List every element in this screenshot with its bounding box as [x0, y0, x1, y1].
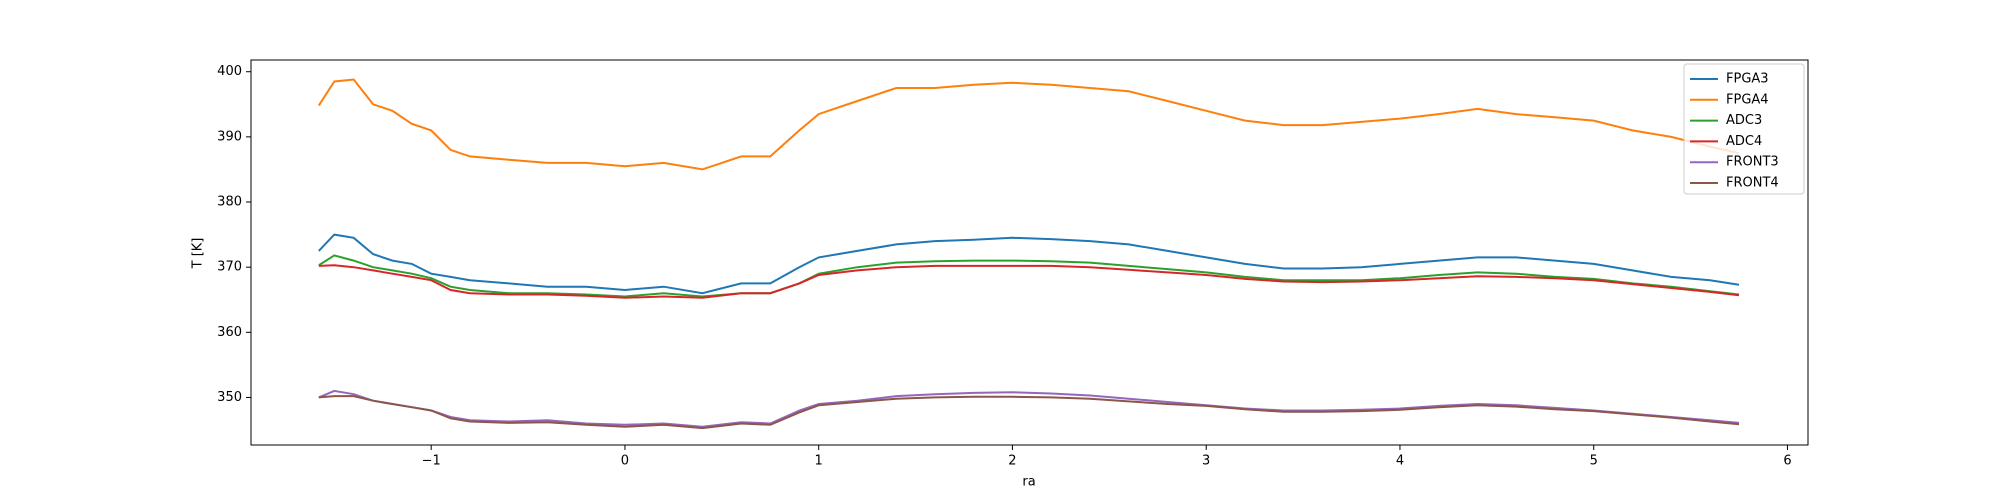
x-axis-label: ra — [1022, 475, 1035, 490]
series-line — [318, 264, 1740, 299]
series-line — [317, 78, 1740, 171]
legend-label: FPGA4 — [1726, 92, 1769, 107]
x-tick-label: 0 — [621, 454, 629, 469]
legend-label: ADC4 — [1726, 134, 1762, 149]
y-tick-label: 380 — [217, 195, 242, 210]
y-axis-label: T [K] — [191, 238, 206, 270]
x-tick-label: −1 — [422, 454, 441, 469]
plot-frame — [250, 59, 1809, 446]
x-tick-label: 1 — [815, 454, 823, 469]
series-line — [318, 254, 1740, 298]
x-tick-label: 2 — [1008, 454, 1016, 469]
y-tick-label: 390 — [217, 129, 242, 144]
legend-label: FRONT4 — [1726, 176, 1779, 191]
series-line — [318, 395, 1740, 430]
series-line — [318, 233, 1740, 295]
x-tick-label: 6 — [1783, 454, 1791, 469]
series-line — [318, 389, 1740, 428]
y-tick-label: 350 — [217, 390, 242, 405]
legend-label: FRONT3 — [1726, 155, 1779, 170]
x-tick-label: 3 — [1202, 454, 1210, 469]
y-tick-label: 370 — [217, 260, 242, 275]
y-tick-label: 400 — [217, 64, 242, 79]
x-tick-label: 5 — [1590, 454, 1598, 469]
y-tick-label: 360 — [217, 325, 242, 340]
x-tick-label: 4 — [1396, 454, 1404, 469]
legend-label: ADC3 — [1726, 113, 1762, 128]
legend-label: FPGA3 — [1726, 72, 1769, 87]
